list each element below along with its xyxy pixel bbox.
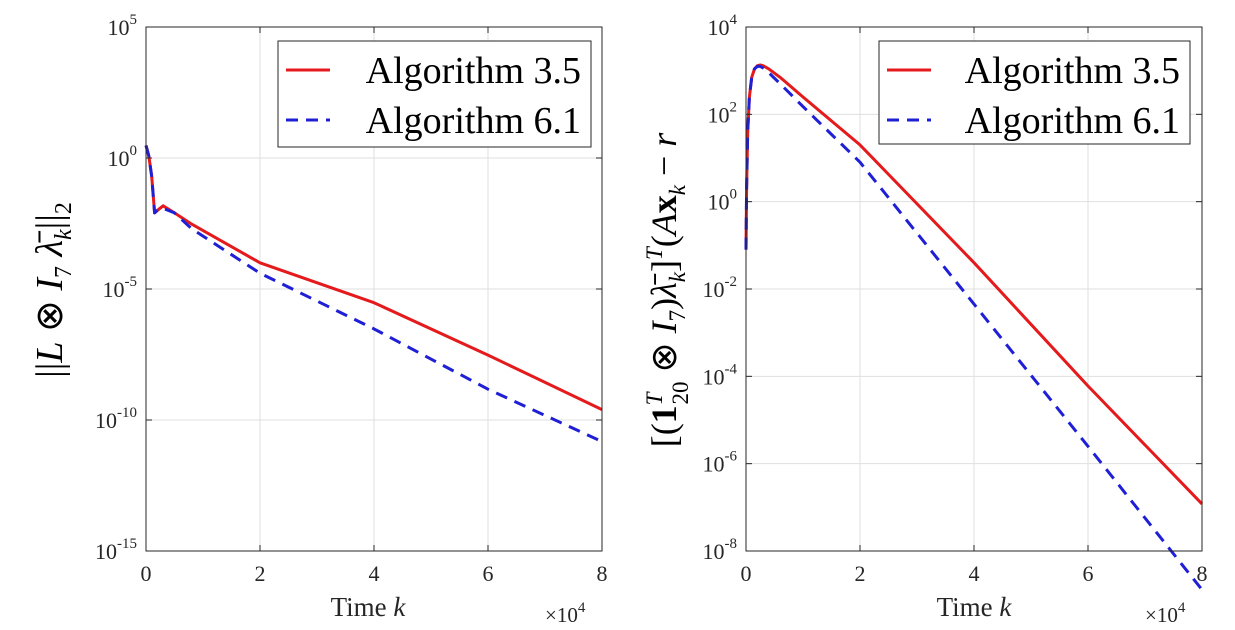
y-tick-label: 10-15	[95, 536, 137, 564]
y-tick-label: 104	[708, 12, 738, 40]
x-tick-label: 2	[855, 561, 866, 586]
y-tick-label: 100	[108, 143, 138, 171]
x-tick-label: 6	[1083, 561, 1094, 586]
series-line	[144, 145, 603, 443]
y-tick-label: 10-5	[103, 274, 138, 302]
x-tick-label: 8	[597, 561, 608, 586]
legend-label: Algorithm 6.1	[965, 100, 1180, 142]
left-y-axis-label: ||L ⊗ I7 λ̄k||2	[29, 202, 77, 378]
x-tick-label: 2	[255, 561, 266, 586]
y-tick-label: 10-10	[95, 405, 137, 433]
right-legend: Algorithm 3.5 Algorithm 6.1	[878, 40, 1191, 145]
left-ticks: 0 2 4 6 8 10-15 10-10 10-5 100 105	[95, 12, 608, 586]
legend-box	[277, 40, 592, 148]
left-x-multiplier: ×104	[545, 600, 586, 627]
right-x-multiplier: ×104	[1145, 600, 1186, 627]
y-tick-label: 10-4	[703, 361, 738, 389]
right-x-axis-label: Time k	[937, 592, 1013, 622]
left-x-axis-label: Time k	[331, 592, 407, 622]
x-tick-label: 4	[369, 561, 380, 586]
right-ticks: 0 2 4 6 8 10-8 10-6 10-4 10-2 100 102 104	[703, 12, 1208, 586]
y-tick-label: 10-8	[703, 536, 738, 564]
legend-label: Algorithm 3.5	[366, 50, 581, 92]
y-tick-label: 105	[108, 12, 138, 40]
y-tick-label: 10-2	[703, 274, 738, 302]
y-tick-label: 10-6	[703, 449, 738, 477]
legend-box	[878, 40, 1191, 145]
left-legend: Algorithm 3.5 Algorithm 6.1	[277, 40, 592, 148]
x-tick-label: 6	[483, 561, 494, 586]
x-tick-label: 8	[1197, 561, 1208, 586]
legend-label: Algorithm 3.5	[965, 50, 1180, 92]
x-tick-label: 0	[741, 561, 752, 586]
y-tick-label: 102	[708, 99, 738, 127]
x-tick-label: 4	[969, 561, 980, 586]
legend-label: Algorithm 6.1	[366, 100, 581, 142]
series-line	[744, 64, 1204, 591]
y-tick-label: 100	[708, 187, 738, 215]
x-tick-label: 0	[141, 561, 152, 586]
left-series	[144, 145, 603, 443]
